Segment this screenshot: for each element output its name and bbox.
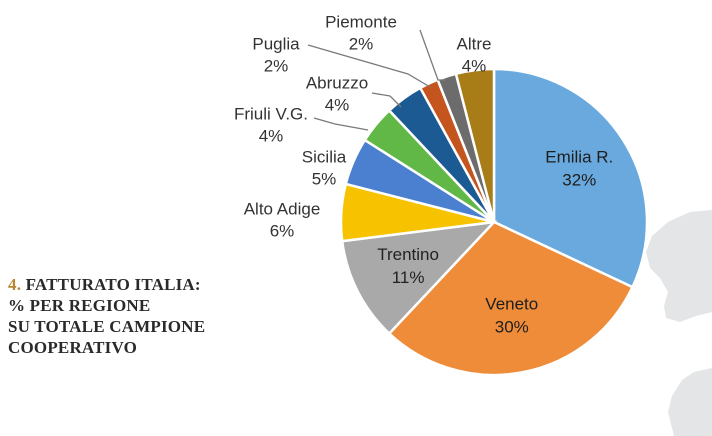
pie-label-piemonte: Piemonte — [325, 12, 397, 31]
leader-line-friuli-v-g — [313, 117, 369, 131]
pie-value-puglia: 2% — [264, 56, 289, 75]
pie-slice-altre — [454, 67, 496, 223]
map-background — [646, 210, 712, 436]
pie-label-alto-adige: Alto Adige — [244, 199, 321, 218]
pie-leader-lines — [307, 29, 446, 131]
pie-slice-emilia-r — [492, 67, 649, 289]
pie-label-sicilia: Sicilia — [302, 147, 347, 166]
chart-caption: 4. FATTURATO ITALIA: % PER REGIONE SU TO… — [8, 274, 205, 358]
pie-label-trentino: Trentino — [377, 245, 439, 264]
pie-value-piemonte: 2% — [349, 34, 374, 53]
leader-line-abruzzo — [371, 92, 402, 108]
pie-label-veneto: Veneto — [485, 295, 538, 314]
caption-line-4: COOPERATIVO — [8, 338, 138, 357]
pie-slices — [339, 67, 649, 377]
caption-title: FATTURATO ITALIA: — [25, 275, 201, 294]
pie-slice-trentino — [340, 220, 498, 336]
pie-label-abruzzo: Abruzzo — [306, 73, 368, 92]
pie-value-veneto: 30% — [495, 318, 529, 337]
map-shape-south — [668, 368, 712, 436]
pie-value-friuli-v-g: 4% — [259, 126, 284, 145]
pie-value-emilia-r: 32% — [562, 170, 596, 189]
pie-value-alto-adige: 6% — [270, 221, 295, 240]
caption-line-1: 4. FATTURATO ITALIA: — [8, 274, 205, 295]
pie-label-altre: Altre — [457, 34, 492, 53]
pie-label-friuli-v-g: Friuli V.G. — [234, 104, 308, 123]
pie-labels: Emilia R. 32% Veneto 30% Trentino 11% Alto Adi… — [234, 12, 613, 336]
leader-line-piemonte — [419, 29, 446, 81]
pie-slice-veneto — [387, 220, 635, 377]
pie-value-trentino: 11% — [392, 268, 425, 287]
pie-value-altre: 4% — [462, 56, 487, 75]
caption-line-2: % PER REGIONE — [8, 296, 151, 315]
caption-number: 4. — [8, 275, 22, 294]
caption-line-3: SU TOTALE CAMPIONE — [8, 317, 206, 336]
pie-value-abruzzo: 4% — [325, 95, 350, 114]
leader-line-puglia — [307, 44, 431, 88]
pie-label-emilia-r: Emilia R. — [545, 147, 613, 166]
pie-label-puglia: Puglia — [252, 34, 300, 53]
pie-value-sicilia: 5% — [312, 169, 337, 188]
map-shape-north — [646, 210, 712, 322]
